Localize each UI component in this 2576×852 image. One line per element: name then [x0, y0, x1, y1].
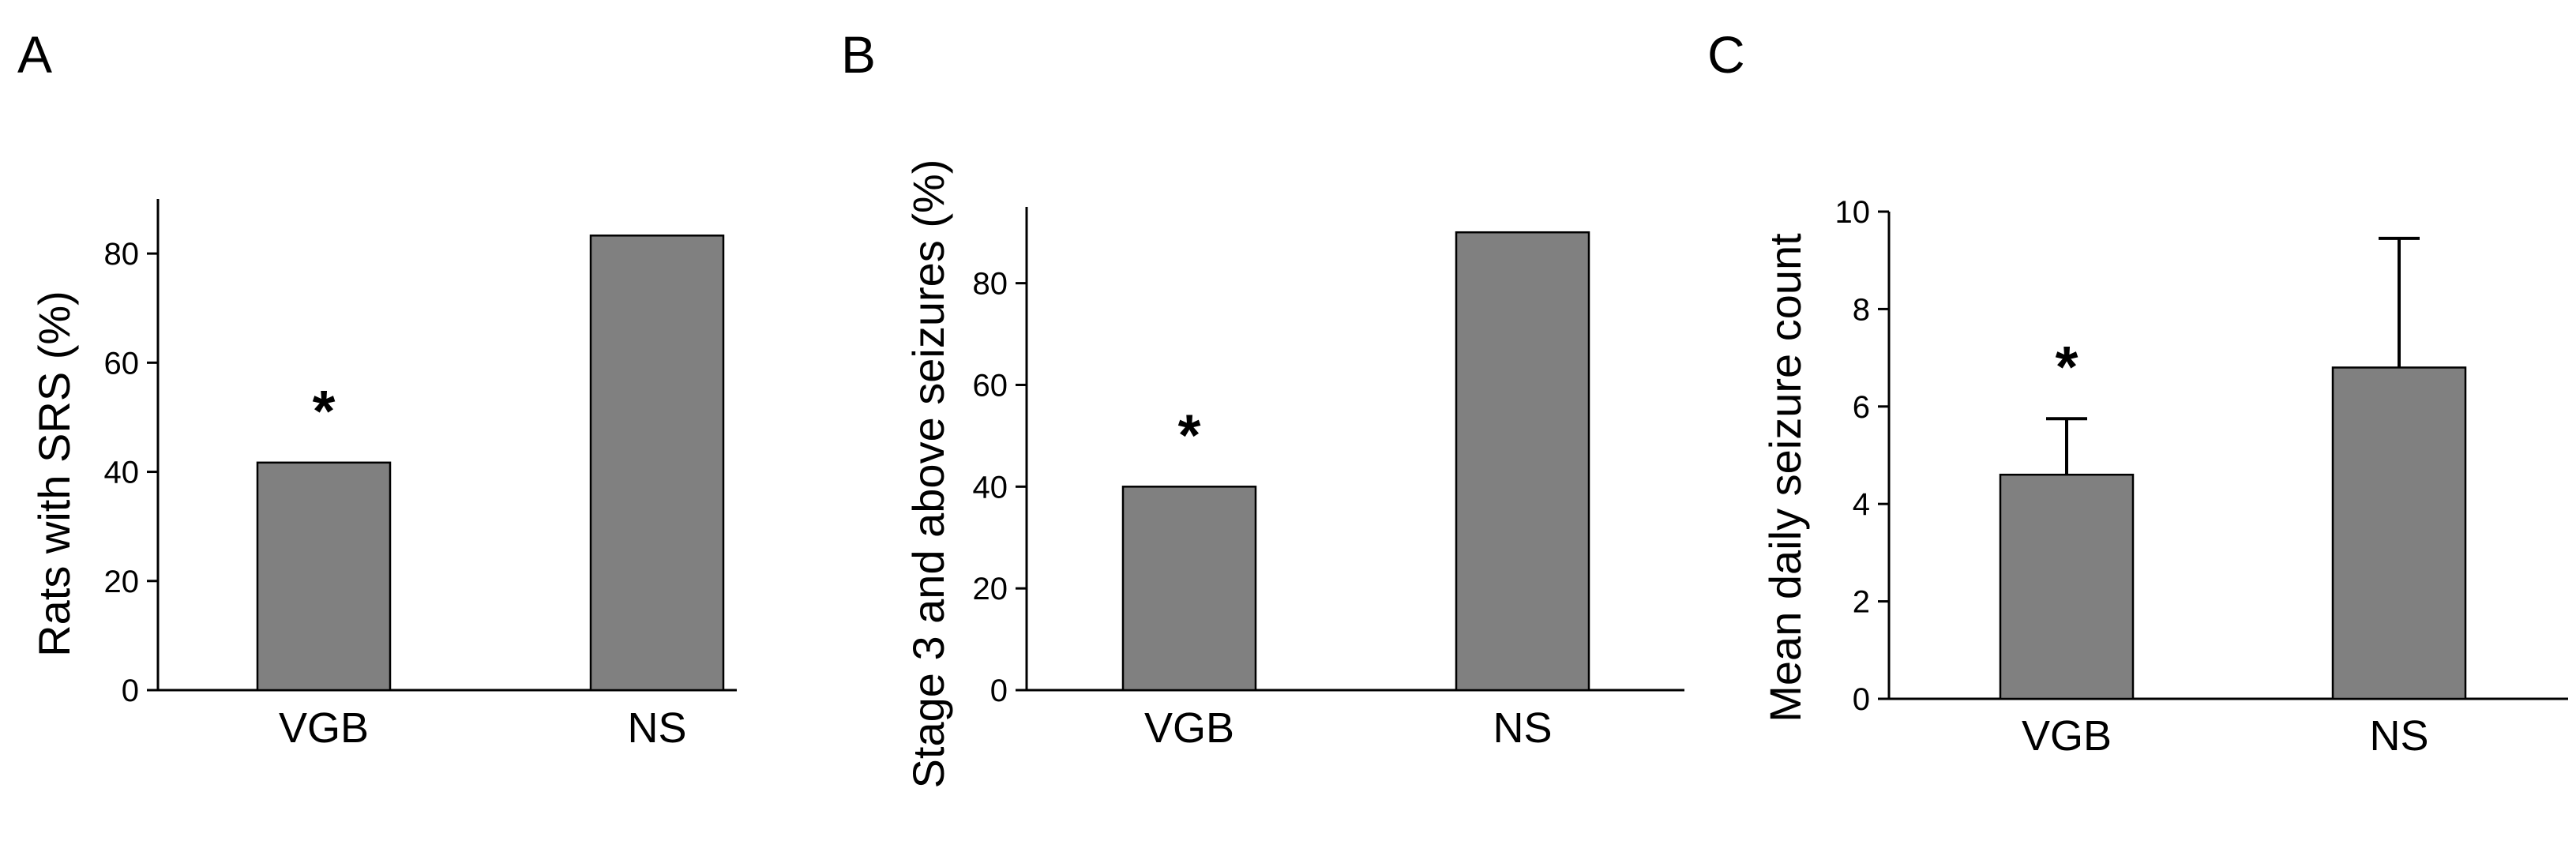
y-tick-label: 60: [104, 346, 140, 381]
y-tick-label: 0: [990, 674, 1008, 708]
y-tick-label: 0: [1853, 682, 1870, 717]
x-category-label: NS: [627, 704, 686, 752]
bar-ns: [2331, 366, 2467, 700]
significance-asterisk: *: [2056, 334, 2078, 400]
bar-vgb: [1121, 486, 1257, 692]
chart-panel-c: C Mean daily seizure count 0 2 4 6 8 10 VGB NS *: [1707, 25, 2568, 760]
y-tick-label: 80: [104, 237, 140, 272]
y-tick-label: 20: [973, 572, 1008, 606]
y-tick-label: 2: [1853, 585, 1870, 620]
panel-letter: C: [1707, 25, 1745, 84]
x-category-label: VGB: [279, 704, 369, 752]
y-tick-label: 80: [973, 267, 1008, 302]
panel-letter: A: [17, 25, 52, 84]
x-category-label: NS: [2369, 712, 2428, 760]
y-tick-label: 20: [104, 565, 140, 599]
y-tick-label: 6: [1853, 390, 1870, 425]
bar-ns: [589, 235, 725, 692]
bar-ns: [1455, 231, 1590, 692]
x-category-label: VGB: [1144, 704, 1234, 752]
chart-panel-b: B Stage 3 and above seizures (%) 0 20 40 60 80…: [841, 25, 1684, 788]
x-category-label: VGB: [2022, 712, 2112, 760]
y-tick-label: 40: [973, 470, 1008, 505]
panel-letter: B: [841, 25, 876, 84]
y-axis-title: Mean daily seizure count: [1760, 233, 1810, 723]
y-tick-label: 4: [1853, 487, 1870, 522]
significance-asterisk: *: [313, 378, 336, 444]
x-category-label: NS: [1493, 704, 1552, 752]
chart-panel-a: A Rats with SRS (%) 0 20 40 60 80 VGB NS *: [17, 25, 737, 752]
bar-vgb: [256, 461, 392, 692]
y-tick-label: 0: [122, 674, 139, 708]
y-axis-title: Rats with SRS (%): [29, 291, 79, 657]
y-tick-label: 8: [1853, 292, 1870, 327]
significance-asterisk: *: [1178, 402, 1201, 467]
y-tick-label: 60: [973, 368, 1008, 403]
y-tick-label: 40: [104, 456, 140, 490]
y-axis-title: Stage 3 and above seizures (%): [903, 160, 953, 789]
y-tick-label: 10: [1835, 195, 1871, 230]
bar-vgb: [1999, 473, 2135, 700]
